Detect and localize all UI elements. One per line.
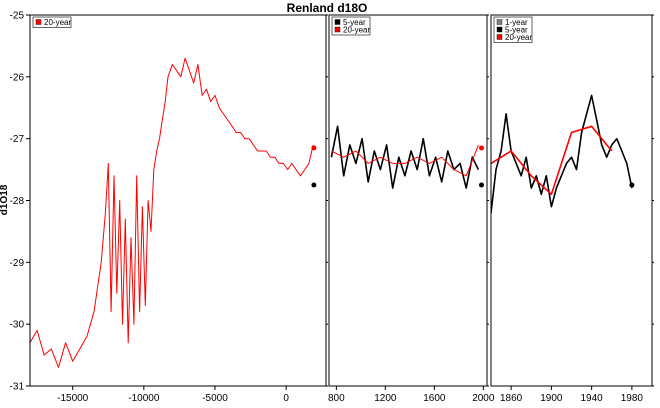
y-axis-label: d1O18 [0, 184, 10, 215]
legend-box [331, 16, 371, 36]
legend: 20-year [32, 16, 72, 28]
x-tick-label: 2000 [472, 393, 495, 404]
y-tick-label: -29 [10, 258, 25, 269]
series-group [330, 125, 484, 189]
series-line [30, 57, 314, 368]
chart-title: Renland d18O [287, 1, 368, 15]
legend-swatch [334, 19, 341, 25]
x-tick-label: -15000 [57, 393, 89, 404]
legend-label: 20-year [44, 18, 71, 27]
y-tick-label: -31 [10, 382, 25, 393]
panel-frame [328, 14, 488, 387]
legend-swatch [496, 34, 503, 40]
series-line [330, 125, 480, 189]
panel-frame [29, 14, 327, 387]
panel-frame [490, 14, 653, 387]
series-group [491, 94, 635, 213]
panel-1: -15000 -10000 -5000 0 20-year [29, 14, 328, 404]
legend-label: 20-year [343, 26, 370, 35]
end-marker [311, 145, 317, 151]
x-tick-label: -10000 [128, 393, 160, 404]
plot-area: -31 -30 -29 -28 -27 -26 -25 -15000 -10000 -5000 0 2… [10, 11, 654, 404]
y-tick-label: -25 [10, 11, 25, 22]
end-marker [629, 182, 635, 188]
series-line [491, 94, 633, 213]
x-tick-label: 1980 [621, 393, 644, 404]
y-tick-label: -30 [10, 320, 25, 331]
legend-label: 1-year [505, 18, 528, 27]
x-tick-label: 800 [328, 393, 345, 404]
x-tick-label: 0 [283, 393, 289, 404]
legend-swatch [496, 26, 503, 33]
series-line [491, 125, 613, 196]
legend-box [32, 16, 72, 28]
end-marker [311, 182, 317, 188]
series-group [30, 57, 317, 368]
x-tick-label: -5000 [202, 393, 228, 404]
legend-swatch [35, 19, 42, 25]
end-marker [478, 182, 484, 188]
end-marker [478, 145, 484, 151]
x-tick-label: 1940 [581, 393, 604, 404]
x-tick-label: 1900 [540, 393, 563, 404]
series-line [331, 144, 479, 177]
y-tick-label: -26 [10, 72, 25, 83]
legend-label: 5-year [343, 18, 366, 27]
y-tick-label: -28 [10, 196, 25, 207]
legend-swatch [334, 26, 341, 33]
legend-label: 5-year [505, 26, 528, 35]
x-tick-label: 1200 [374, 393, 397, 404]
x-tick-label: 1600 [423, 393, 446, 404]
x-tick-label: 1860 [500, 393, 523, 404]
legend-swatch [496, 19, 503, 25]
legend-label: 20-year [505, 33, 532, 42]
y-tick-label: -27 [10, 134, 25, 145]
